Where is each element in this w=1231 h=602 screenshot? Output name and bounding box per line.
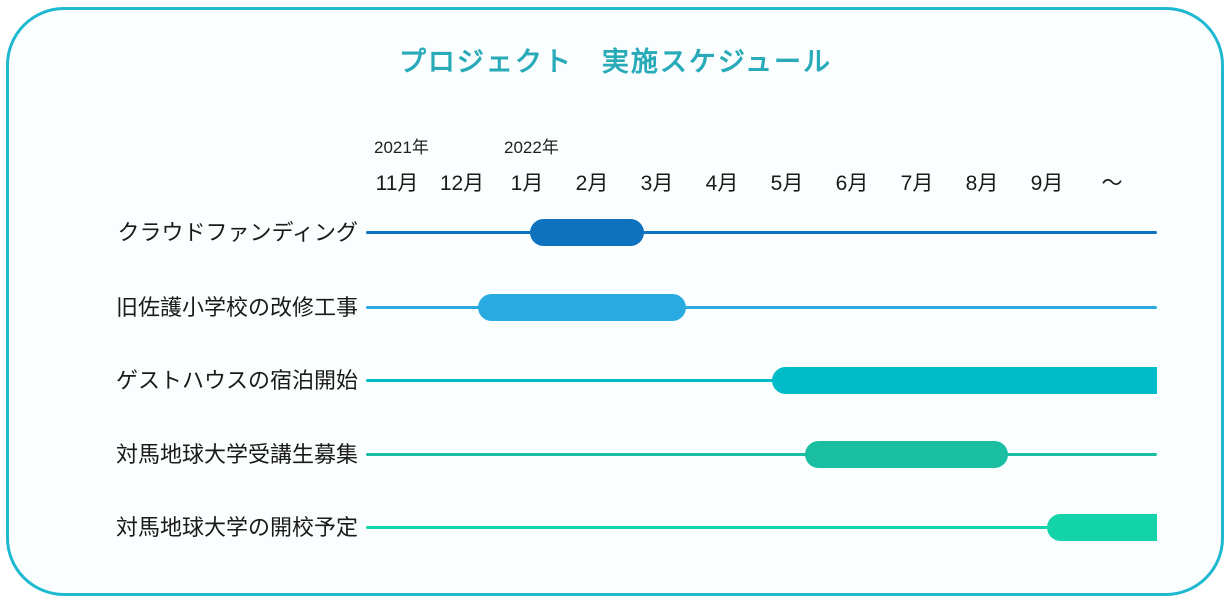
task-track-line [366, 453, 1157, 456]
task-bar [530, 219, 644, 246]
month-tick-label: 8月 [965, 172, 999, 195]
month-tick-label: 4月 [705, 172, 739, 195]
task-track-line [366, 379, 1157, 382]
month-tick-label: 2月 [575, 172, 609, 195]
month-tick-label: ～ [1101, 172, 1123, 195]
task-track-line [366, 231, 1157, 234]
chart-title: プロジェクト 実施スケジュール [398, 47, 833, 77]
task-track-line [366, 526, 1157, 529]
month-tick-label: 9月 [1030, 172, 1064, 195]
month-tick-label: 1月 [510, 172, 544, 195]
task-label: 旧佐護小学校の改修工事 [115, 295, 358, 320]
month-tick-label: 12月 [439, 172, 485, 195]
task-label: ゲストハウスの宿泊開始 [115, 368, 358, 393]
task-bar [478, 294, 687, 321]
task-label: クラウドファンディング [117, 220, 358, 245]
year-label: 2021年 [374, 138, 429, 157]
task-bar [805, 441, 1008, 468]
year-label: 2022年 [504, 138, 559, 157]
month-tick-label: 3月 [640, 172, 674, 195]
month-tick-label: 6月 [835, 172, 869, 195]
month-tick-label: 11月 [375, 172, 419, 195]
task-bar [1047, 514, 1157, 541]
task-label: 対馬地球大学の開校予定 [115, 515, 358, 540]
task-bar [772, 367, 1157, 394]
task-label: 対馬地球大学受講生募集 [115, 442, 358, 467]
task-track-line [366, 306, 1157, 309]
month-tick-label: 7月 [900, 172, 934, 195]
month-tick-label: 5月 [770, 172, 804, 195]
